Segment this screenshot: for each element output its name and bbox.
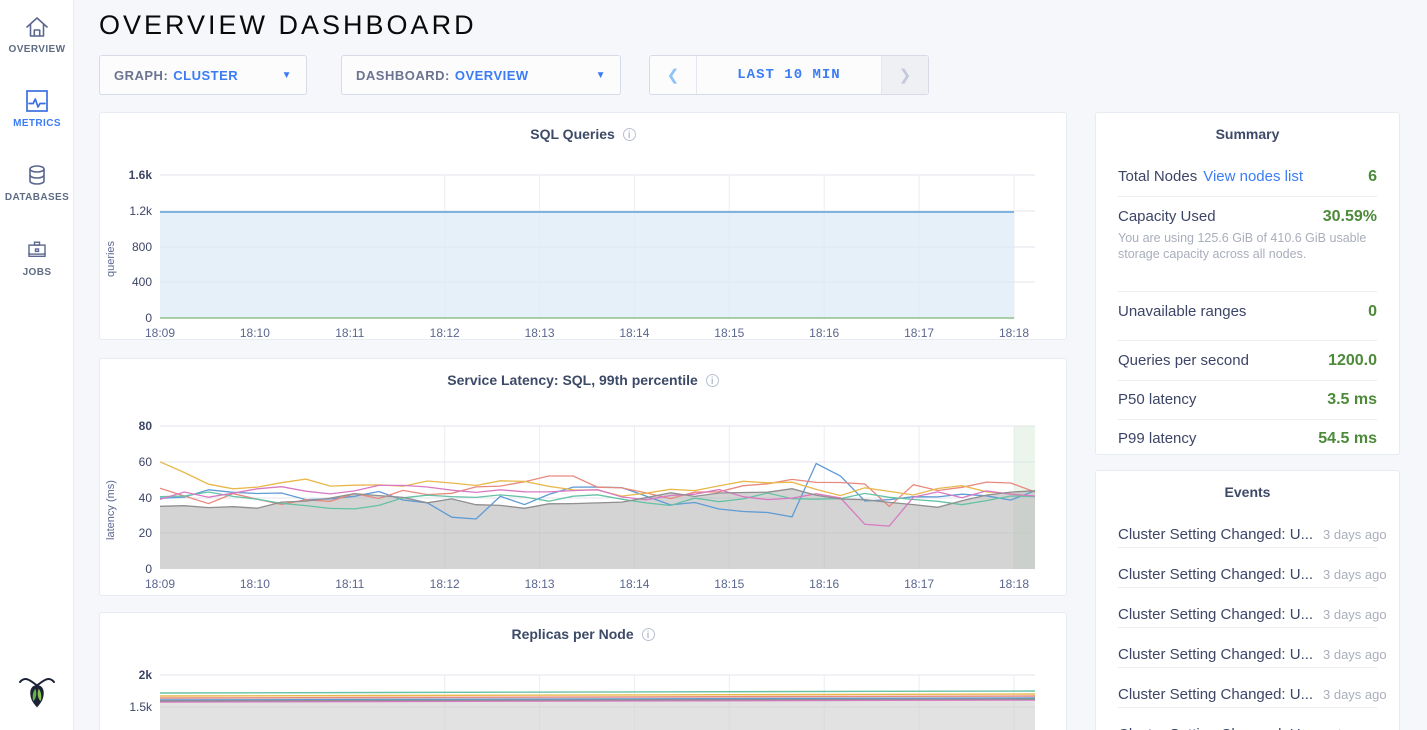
svg-text:18:15: 18:15 [714, 326, 744, 340]
svg-text:latency (ms): latency (ms) [105, 480, 117, 540]
svg-text:40: 40 [139, 491, 153, 505]
svg-text:18:09: 18:09 [145, 577, 175, 591]
svg-text:60: 60 [139, 455, 153, 469]
svg-text:18:18: 18:18 [999, 326, 1029, 340]
svg-text:1.2k: 1.2k [129, 204, 153, 218]
svg-text:18:10: 18:10 [240, 577, 270, 591]
svg-text:1.6k: 1.6k [129, 168, 153, 182]
svg-text:20: 20 [139, 526, 153, 540]
svg-text:18:09: 18:09 [145, 326, 175, 340]
svg-text:400: 400 [132, 275, 152, 289]
svg-text:0: 0 [145, 562, 152, 576]
svg-text:18:11: 18:11 [335, 577, 364, 591]
svg-text:18:14: 18:14 [619, 326, 649, 340]
svg-text:2k: 2k [139, 668, 153, 682]
svg-text:18:14: 18:14 [619, 577, 649, 591]
svg-text:18:10: 18:10 [240, 326, 270, 340]
svg-text:queries: queries [105, 240, 117, 277]
svg-text:18:18: 18:18 [999, 577, 1029, 591]
svg-text:18:11: 18:11 [335, 326, 364, 340]
svg-text:18:17: 18:17 [904, 326, 934, 340]
svg-text:1.5k: 1.5k [129, 700, 153, 714]
svg-text:800: 800 [132, 240, 152, 254]
svg-text:18:12: 18:12 [430, 326, 460, 340]
svg-text:18:16: 18:16 [809, 577, 839, 591]
svg-text:18:15: 18:15 [714, 577, 744, 591]
svg-text:18:17: 18:17 [904, 577, 934, 591]
svg-text:18:12: 18:12 [430, 577, 460, 591]
svg-text:18:16: 18:16 [809, 326, 839, 340]
svg-text:18:13: 18:13 [525, 577, 555, 591]
svg-text:18:13: 18:13 [525, 326, 555, 340]
svg-text:80: 80 [139, 419, 153, 433]
svg-text:0: 0 [145, 311, 152, 325]
